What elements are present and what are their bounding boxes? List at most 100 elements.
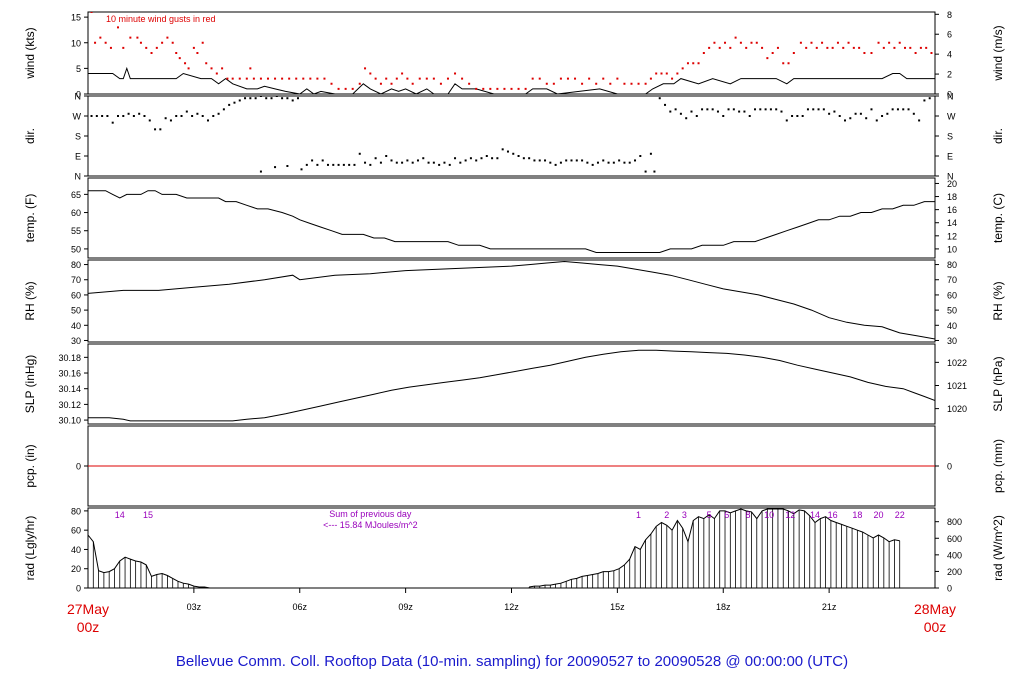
- wind-gust-point: [201, 41, 204, 44]
- rad-series-group: [88, 508, 901, 588]
- wind-gust-point: [524, 87, 527, 90]
- dir-point: [669, 110, 672, 113]
- wind-gust-point: [171, 41, 174, 44]
- rad-hour-label: 18: [852, 510, 862, 520]
- rad-right-tick-label: 200: [947, 567, 962, 577]
- rh-left-tick-label: 50: [71, 306, 81, 316]
- dir-point: [716, 110, 719, 113]
- wind-gust-point: [184, 62, 187, 65]
- dir-point: [912, 112, 915, 115]
- dir-point: [443, 161, 446, 164]
- dir-point: [658, 97, 661, 100]
- dir-point: [649, 152, 652, 155]
- dir-point: [422, 157, 425, 160]
- dir-point: [602, 159, 605, 162]
- wind-gust-point: [877, 41, 880, 44]
- chart-title: Bellevue Comm. Coll. Rooftop Data (10-mi…: [176, 653, 848, 670]
- slp-right-tick-label: 1021: [947, 381, 967, 391]
- x-tick-label: 06z: [292, 602, 307, 612]
- dir-point: [785, 119, 788, 122]
- wind-gust-point: [776, 46, 779, 49]
- dir-point: [828, 112, 831, 115]
- wind-gust-point: [595, 82, 598, 85]
- dir-point: [159, 128, 162, 131]
- pcp-panel: pcp. (in) pcp. (mm) 0 0: [23, 425, 1005, 507]
- wind-gust-point: [358, 82, 361, 85]
- wind-gust-point: [602, 77, 605, 80]
- x-axis: 03z 06z 09z 12z 15z 18z 21z 27May 00z 28May 00z: [67, 588, 956, 635]
- dir-point: [586, 161, 589, 164]
- pcp-right-label: pcp. (mm): [991, 439, 1005, 493]
- wind-gust-point: [344, 87, 347, 90]
- dir-point: [138, 112, 141, 115]
- wind-gust-point: [274, 77, 277, 80]
- wind-gust-point: [826, 46, 829, 49]
- dir-point: [427, 161, 430, 164]
- wind-gust-point: [99, 36, 102, 39]
- wind-gust-point: [623, 82, 626, 85]
- rad-hour-label: 16: [828, 510, 838, 520]
- rh-right-tick-label: 30: [947, 336, 957, 346]
- dir-point: [358, 152, 361, 155]
- rad-left-tick-label: 20: [71, 564, 81, 574]
- rh-left-tick-label: 70: [71, 275, 81, 285]
- dir-point: [175, 115, 178, 117]
- rh-left-tick-label: 80: [71, 260, 81, 270]
- wind-gust-point: [468, 82, 471, 85]
- dir-point: [695, 115, 698, 117]
- start-date-label-hour: 00z: [77, 619, 100, 635]
- wind-gust-point: [771, 52, 774, 54]
- wind-gust-point: [644, 82, 647, 85]
- dir-point: [817, 108, 820, 111]
- dir-point: [206, 119, 209, 122]
- dir-point: [881, 115, 884, 117]
- wind-gust-point: [821, 41, 824, 44]
- wind-gust-point: [129, 36, 132, 39]
- dir-point: [639, 155, 642, 157]
- wind-gust-point: [245, 77, 248, 80]
- wind-gust-point: [351, 87, 354, 90]
- dir-point: [101, 115, 104, 117]
- wind-gust-point: [309, 77, 312, 80]
- wind-gust-point: [766, 57, 769, 60]
- dir-point: [581, 159, 584, 162]
- dir-point: [854, 112, 857, 115]
- dir-point: [395, 161, 398, 164]
- wind-gust-point: [729, 46, 732, 49]
- dir-point: [353, 163, 356, 166]
- wind-gust-point: [552, 82, 555, 85]
- slp-left-tick-label: 30.12: [58, 400, 81, 410]
- wind-gust-point: [364, 67, 367, 70]
- wind-gust-point: [724, 41, 727, 44]
- rad-frame: [87, 507, 936, 589]
- wind-gust-point: [660, 72, 663, 75]
- wind-left-tick-label: 10: [71, 38, 81, 48]
- dir-point: [902, 108, 905, 111]
- wind-right-tick-label: 8: [947, 10, 952, 20]
- wind-gust-point: [510, 87, 513, 90]
- slp-frame: [87, 343, 936, 425]
- dir-point: [390, 159, 393, 162]
- rad-right-tick-label: 600: [947, 534, 962, 544]
- wind-right-tick-label: 2: [947, 70, 952, 80]
- wind-gust-point: [847, 41, 850, 44]
- dir-point: [286, 165, 289, 167]
- wind-gust-point: [192, 46, 195, 49]
- dir-point: [533, 159, 536, 162]
- dir-point: [342, 163, 345, 166]
- dir-point: [738, 110, 741, 113]
- wind-gust-point: [581, 82, 584, 85]
- wind-gust-point: [104, 41, 107, 44]
- dir-point: [928, 97, 931, 100]
- wind-gust-point: [909, 46, 912, 49]
- wind-gust-point: [210, 67, 213, 70]
- rh-left-tick-label: 30: [71, 336, 81, 346]
- dir-point: [300, 168, 303, 171]
- x-tick-label: 21z: [822, 602, 837, 612]
- wind-gust-point: [745, 46, 748, 49]
- dir-point: [238, 99, 241, 102]
- dir-point: [401, 161, 404, 164]
- wind-gust-point: [109, 46, 112, 49]
- dir-point: [701, 108, 704, 111]
- wind-gust-annotation: 10 minute wind gusts in red: [106, 14, 216, 24]
